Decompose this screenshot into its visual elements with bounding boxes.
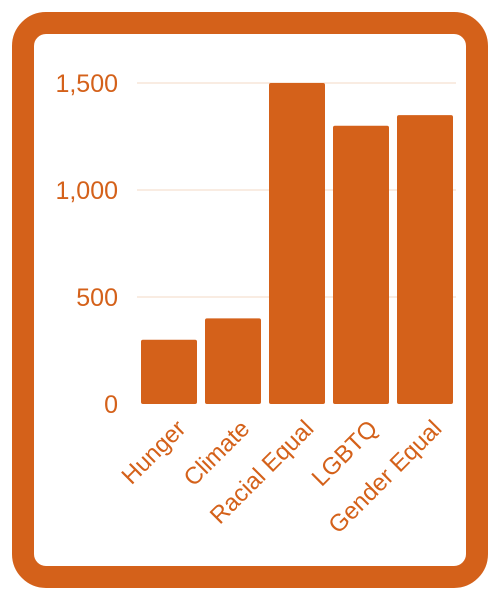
bar [397, 115, 453, 404]
x-tick-label: Hunger [116, 415, 191, 490]
x-tick-label: Gender Equal [323, 415, 447, 539]
y-axis-ticks: 0 500 1,000 1,500 [55, 70, 118, 419]
y-tick-label: 500 [76, 284, 118, 312]
y-tick-label: 1,500 [55, 70, 118, 98]
bar [269, 83, 325, 404]
bar [141, 339, 197, 404]
y-tick-label: 1,000 [55, 177, 118, 205]
y-tick-label: 0 [104, 391, 118, 419]
bar [333, 125, 389, 405]
bar [205, 318, 261, 404]
bars [141, 83, 453, 405]
